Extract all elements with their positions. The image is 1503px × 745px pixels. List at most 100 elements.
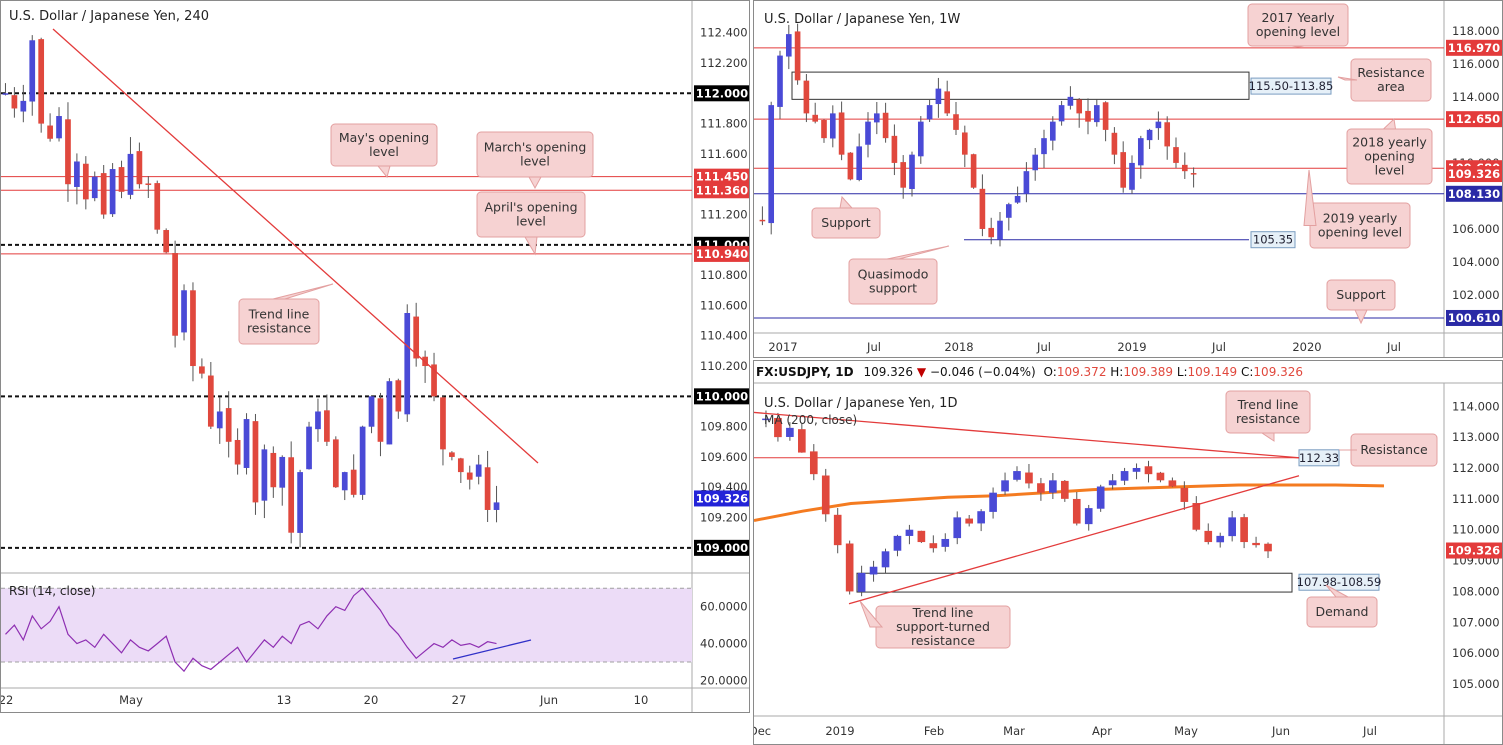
weekly-candle xyxy=(1137,138,1144,166)
price-change: −0.046 (−0.04%) xyxy=(929,365,1036,379)
daily-demand-label-bg xyxy=(1298,573,1380,591)
h4-candle xyxy=(20,100,27,112)
weekly-candle xyxy=(917,121,924,157)
weekly-candle xyxy=(1111,132,1118,155)
weekly-x-tick: 2018 xyxy=(944,340,973,354)
h4-candle xyxy=(395,380,402,412)
h4-candle xyxy=(368,396,375,427)
h4-candle xyxy=(172,253,178,336)
daily-callout-trend-text: Trend line resistance xyxy=(1236,397,1300,426)
h4-price-tag: 109.326 xyxy=(696,491,748,505)
daily-candle xyxy=(893,535,902,551)
h4-x-tick: 20 xyxy=(364,693,379,707)
h4-candle xyxy=(261,449,268,501)
rsi-band xyxy=(1,588,692,663)
h4-chart-svg[interactable]: 112.400 112.200 111.800 111.600 111.200 110.8… xyxy=(1,1,750,713)
weekly-candle xyxy=(997,220,1003,240)
weekly-y-tick: 106.000 xyxy=(1452,222,1500,236)
h4-candle xyxy=(207,375,214,427)
daily-y-tick: 112.000 xyxy=(1452,461,1500,475)
daily-candle xyxy=(821,475,830,515)
weekly-candle xyxy=(961,132,968,155)
weekly-chart-svg[interactable]: 118.000116.000114.000110.000106.000104.0… xyxy=(754,1,1503,358)
weekly-x-tick: Jul xyxy=(1211,340,1226,354)
h4-candle xyxy=(457,458,464,473)
weekly-price-tag: 109.326 xyxy=(1448,167,1500,181)
daily-x-tick: Jun xyxy=(1271,724,1290,738)
weekly-candle xyxy=(953,114,959,130)
weekly-price-tag: 108.130 xyxy=(1448,187,1500,201)
weekly-y-tick: 114.000 xyxy=(1452,90,1500,104)
daily-demand-zone xyxy=(856,572,1293,593)
h4-price-tag-bg xyxy=(694,85,749,102)
daily-candle xyxy=(1168,480,1177,487)
h4-candle xyxy=(74,161,80,187)
rsi-line xyxy=(5,587,497,673)
rsi-y-tick: 60.0000 xyxy=(700,600,748,614)
h4-y-tick: 111.200 xyxy=(700,208,748,222)
daily-chart-svg[interactable]: 114.000113.000112.000111.000110.000109.0… xyxy=(754,361,1503,745)
daily-ma200-line xyxy=(754,483,1385,522)
h4-candle xyxy=(341,472,348,491)
h4-y-tick: 111.600 xyxy=(700,147,748,161)
daily-candle xyxy=(809,451,818,475)
daily-chart-panel[interactable]: FX:USDJPY, 1D 109.326 ▼ −0.046 (−0.04%) … xyxy=(753,360,1503,745)
weekly-callout-2019-text: 2019 yearly opening level xyxy=(1318,211,1402,240)
h4-candle xyxy=(199,366,205,374)
daily-x-tick: 2019 xyxy=(825,724,854,738)
close-value: 109.326 xyxy=(1253,365,1304,379)
h4-candle xyxy=(386,381,393,445)
weekly-chart-title: U.S. Dollar / Japanese Yen, 1W xyxy=(764,12,961,27)
weekly-candle xyxy=(1085,110,1091,122)
h4-candle xyxy=(350,469,357,495)
daily-candle xyxy=(1228,517,1236,537)
daily-candle xyxy=(953,517,962,539)
daily-candle xyxy=(905,529,914,536)
weekly-candle xyxy=(1102,102,1109,130)
weekly-callout-support-pointer xyxy=(839,195,854,209)
weekly-price-tag-bg xyxy=(1446,166,1502,183)
h4-candle xyxy=(82,163,89,200)
daily-candle xyxy=(1084,508,1093,525)
h4-y-tick: 110.600 xyxy=(700,298,748,312)
h4-price-tag-bg xyxy=(694,245,749,262)
daily-candle xyxy=(857,572,866,592)
weekly-candle xyxy=(794,31,801,81)
rsi-y-tick: 40.0000 xyxy=(700,637,748,651)
daily-callout-resistance-text: Resistance xyxy=(1360,442,1428,457)
h4-candle xyxy=(56,116,62,139)
rsi-title: RSI (14, close) xyxy=(9,584,96,598)
h4-chart-panel[interactable]: U.S. Dollar / Japanese Yen, 240 112.400 1… xyxy=(0,0,750,713)
h4-candle xyxy=(315,411,321,430)
weekly-candle xyxy=(856,146,863,180)
h4-chart-title: U.S. Dollar / Japanese Yen, 240 xyxy=(9,9,209,24)
daily-res-label: 112.33 xyxy=(1299,451,1339,465)
daily-y-tick: 107.000 xyxy=(1452,615,1500,629)
daily-x-tick: Dec xyxy=(754,724,771,738)
h4-candle xyxy=(181,290,187,333)
h4-candle xyxy=(145,183,152,185)
daily-candle xyxy=(798,429,806,453)
h4-price-tag-bg xyxy=(694,539,749,556)
h4-candle xyxy=(154,183,161,230)
open-label: O: xyxy=(1043,365,1057,379)
daily-candle xyxy=(1204,530,1213,543)
weekly-candle xyxy=(1146,129,1153,141)
h4-candle xyxy=(475,464,482,477)
weekly-candle xyxy=(1093,105,1100,123)
h4-callout-may-text: May's opening level xyxy=(339,130,429,159)
weekly-candle xyxy=(1129,162,1135,190)
weekly-candle xyxy=(926,105,933,120)
h4-x-tick: 13 xyxy=(277,693,292,707)
h4-candle xyxy=(190,290,196,367)
weekly-callout-support-low-pointer xyxy=(1354,309,1368,325)
daily-candle xyxy=(1060,480,1069,499)
rsi-divergence-line xyxy=(452,639,532,660)
weekly-chart-panel[interactable]: U.S. Dollar / Japanese Yen, 1W 118.000 11… xyxy=(753,0,1503,358)
weekly-candle xyxy=(1041,138,1047,155)
weekly-candle xyxy=(777,55,783,107)
weekly-zone-label: 115.50-113.85 xyxy=(1249,79,1334,93)
weekly-callout-support-text: Support xyxy=(821,215,871,230)
weekly-candle xyxy=(935,88,942,105)
h4-candle xyxy=(431,364,437,397)
